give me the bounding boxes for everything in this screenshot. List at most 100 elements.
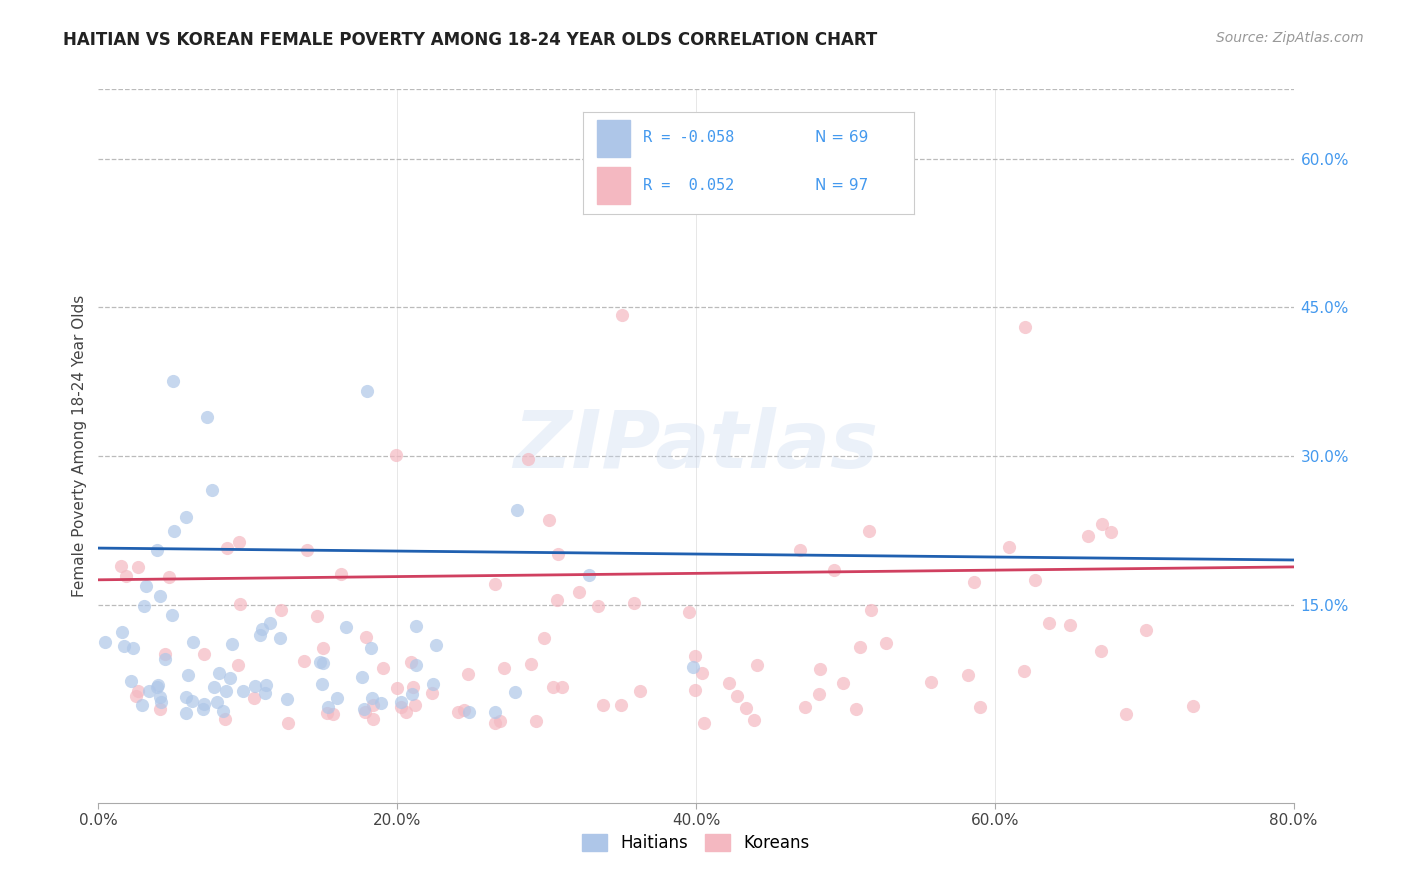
Point bbox=[538, 513, 561, 527]
Point bbox=[330, 566, 353, 581]
Point bbox=[692, 666, 714, 681]
Point bbox=[422, 677, 444, 691]
Point bbox=[309, 655, 332, 669]
Point bbox=[361, 691, 384, 706]
Point bbox=[207, 666, 229, 681]
Point bbox=[747, 658, 769, 673]
Point bbox=[894, 177, 917, 191]
Point bbox=[277, 716, 299, 731]
Text: R = -0.058: R = -0.058 bbox=[643, 129, 734, 145]
Point bbox=[131, 698, 153, 713]
Point bbox=[717, 675, 740, 690]
Point bbox=[389, 700, 412, 714]
Point bbox=[858, 524, 880, 539]
Point bbox=[794, 700, 817, 714]
Point bbox=[520, 657, 543, 672]
Point bbox=[845, 701, 868, 715]
Point bbox=[859, 603, 882, 617]
Point bbox=[207, 695, 229, 709]
Point bbox=[609, 698, 631, 713]
Point bbox=[228, 658, 250, 673]
Point bbox=[360, 641, 382, 656]
Point bbox=[112, 639, 135, 653]
Point bbox=[215, 541, 238, 555]
Point bbox=[425, 638, 447, 652]
Point bbox=[146, 543, 169, 558]
Point bbox=[484, 716, 506, 731]
Point bbox=[692, 715, 714, 730]
Point bbox=[174, 690, 197, 704]
Point bbox=[1135, 623, 1157, 637]
Point bbox=[149, 702, 172, 716]
Point bbox=[1059, 618, 1081, 632]
Point bbox=[326, 691, 349, 706]
Y-axis label: Female Poverty Among 18-24 Year Olds: Female Poverty Among 18-24 Year Olds bbox=[72, 295, 87, 597]
Point bbox=[363, 698, 385, 713]
Point bbox=[215, 683, 238, 698]
Point bbox=[307, 609, 329, 624]
Point bbox=[371, 661, 394, 675]
Point bbox=[457, 667, 479, 681]
Point bbox=[998, 541, 1021, 555]
Point bbox=[174, 510, 197, 524]
Point bbox=[162, 375, 184, 389]
Point bbox=[132, 599, 155, 613]
Point bbox=[492, 661, 515, 675]
Point bbox=[848, 640, 870, 654]
Point bbox=[516, 452, 538, 467]
Point bbox=[125, 689, 148, 703]
Point bbox=[389, 695, 412, 709]
Point bbox=[243, 690, 266, 705]
Point bbox=[354, 631, 377, 645]
Point bbox=[420, 686, 443, 700]
Point bbox=[489, 714, 512, 728]
Point bbox=[183, 635, 205, 649]
Point bbox=[221, 637, 243, 651]
Point bbox=[578, 567, 600, 582]
Point bbox=[742, 713, 765, 727]
Point bbox=[725, 690, 748, 704]
Point bbox=[683, 683, 706, 698]
Point bbox=[399, 655, 422, 669]
Point bbox=[318, 699, 340, 714]
Point bbox=[276, 692, 298, 706]
Point bbox=[148, 678, 170, 692]
Point bbox=[120, 674, 142, 689]
Point bbox=[453, 703, 475, 717]
Point bbox=[1115, 706, 1137, 721]
Point bbox=[259, 615, 281, 630]
Point bbox=[163, 524, 186, 538]
Point bbox=[153, 647, 176, 661]
Point bbox=[1090, 644, 1112, 658]
Point bbox=[114, 569, 136, 583]
Point bbox=[447, 705, 470, 719]
Point bbox=[808, 662, 831, 676]
Point bbox=[193, 697, 215, 711]
Bar bbox=[596, 120, 630, 157]
Point bbox=[181, 694, 204, 708]
Point bbox=[568, 585, 591, 599]
Point bbox=[229, 597, 252, 611]
Point bbox=[311, 677, 333, 691]
Point bbox=[546, 593, 568, 607]
Point bbox=[387, 681, 409, 696]
Point bbox=[252, 623, 274, 637]
Point bbox=[963, 574, 986, 589]
Point bbox=[232, 684, 254, 698]
Point bbox=[823, 563, 845, 577]
Point bbox=[150, 695, 173, 709]
Point bbox=[249, 627, 271, 641]
Point bbox=[253, 686, 276, 700]
Point bbox=[191, 702, 214, 716]
Point bbox=[484, 705, 506, 719]
Point bbox=[121, 641, 143, 656]
Point bbox=[138, 684, 160, 698]
Point bbox=[506, 503, 529, 517]
Point bbox=[311, 641, 333, 656]
Point bbox=[127, 560, 149, 574]
Point bbox=[683, 649, 706, 664]
Point bbox=[628, 684, 651, 698]
Point bbox=[394, 706, 416, 720]
Point bbox=[322, 707, 344, 722]
Point bbox=[149, 589, 172, 603]
